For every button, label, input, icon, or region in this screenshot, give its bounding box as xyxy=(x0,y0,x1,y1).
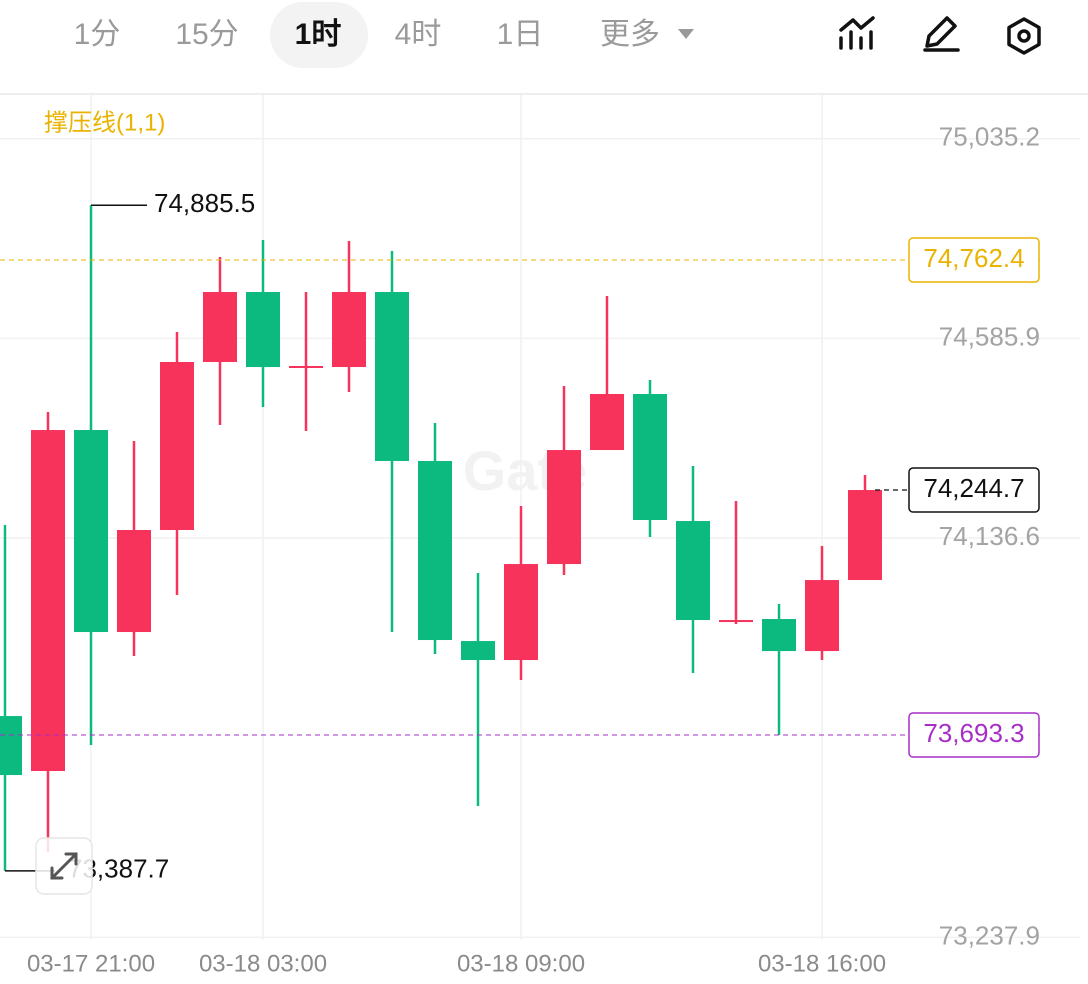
tab[interactable]: 1日 xyxy=(497,18,544,51)
expand-glyph xyxy=(50,852,78,880)
pen-glyph xyxy=(923,16,960,52)
support-box xyxy=(908,712,1040,758)
indicator-icon[interactable] xyxy=(839,16,875,50)
tab[interactable]: 15分 xyxy=(175,18,238,51)
candle-body xyxy=(590,393,624,451)
candle-body xyxy=(848,490,882,581)
candle-body xyxy=(160,362,194,531)
candle-body xyxy=(547,450,581,565)
expand-button[interactable] xyxy=(35,837,93,895)
candle-body xyxy=(418,461,452,641)
candle-body xyxy=(246,292,280,368)
indicator-label: 撑压线(1,1) xyxy=(44,109,165,136)
candle-body xyxy=(461,641,495,661)
support-label: 73,693.3 xyxy=(923,718,1024,748)
tab[interactable]: 4时 xyxy=(395,18,442,51)
x-tick-label: 03-18 09:00 xyxy=(457,950,585,977)
resistance-box xyxy=(908,237,1040,283)
x-tick-label: 03-18 03:00 xyxy=(199,950,327,977)
candle-body xyxy=(117,530,151,633)
tab[interactable]: 更多 xyxy=(600,18,660,51)
candle-body xyxy=(289,366,323,369)
indicator-glyph xyxy=(839,16,875,50)
candle-body xyxy=(762,619,796,652)
candle-body xyxy=(203,292,237,363)
candle-body xyxy=(719,620,753,623)
candle-body xyxy=(74,430,108,633)
hex-glyph xyxy=(1007,17,1041,55)
candle-body xyxy=(633,393,667,521)
candle-body xyxy=(805,580,839,652)
tab-active-bg xyxy=(270,2,368,68)
x-tick-label: 03-18 16:00 xyxy=(758,950,886,977)
last_price-box xyxy=(908,467,1040,513)
candle-body xyxy=(676,521,710,621)
settings-icon[interactable] xyxy=(1007,17,1041,55)
candle-body xyxy=(31,430,65,772)
resistance-label: 74,762.4 xyxy=(923,243,1024,273)
last_price-label: 74,244.7 xyxy=(923,473,1024,503)
candle-body xyxy=(0,716,22,776)
candle-body xyxy=(504,564,538,661)
draw-icon[interactable] xyxy=(923,16,960,52)
candle-body xyxy=(332,292,366,368)
candle-body xyxy=(375,292,409,462)
y-tick-label: 74,136.6 xyxy=(939,521,1040,551)
tab[interactable]: 1分 xyxy=(74,18,121,51)
y-tick-label: 73,237.9 xyxy=(939,920,1040,950)
hex-dot xyxy=(1017,29,1031,43)
dropdown-caret xyxy=(678,29,694,39)
y-tick-label: 74,585.9 xyxy=(939,321,1040,351)
x-tick-label: 03-17 21:00 xyxy=(27,950,155,977)
max-marker-label: 74,885.5 xyxy=(154,188,255,218)
tab[interactable]: 1时 xyxy=(295,18,342,51)
y-tick-label: 75,035.2 xyxy=(939,122,1040,152)
